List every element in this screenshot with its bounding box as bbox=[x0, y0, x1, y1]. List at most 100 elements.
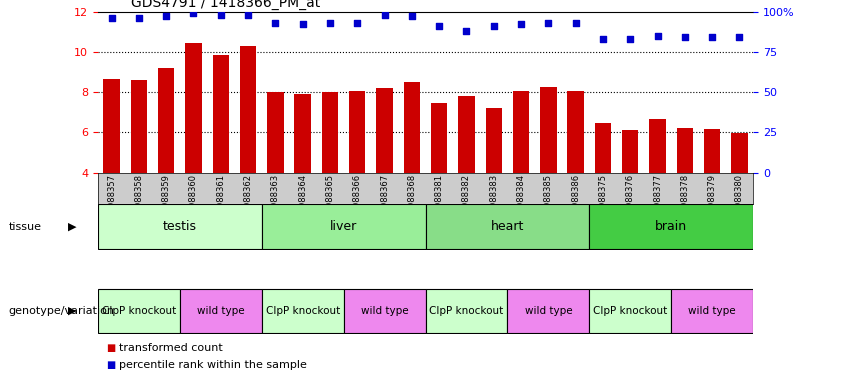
Bar bbox=[431, 103, 448, 173]
Point bbox=[568, 20, 582, 26]
Text: ▶: ▶ bbox=[68, 306, 77, 316]
Bar bbox=[677, 128, 693, 173]
Point bbox=[514, 22, 528, 28]
Point bbox=[241, 12, 254, 18]
Point bbox=[678, 34, 692, 40]
Text: GSM988377: GSM988377 bbox=[653, 174, 662, 225]
Text: ClpP knockout: ClpP knockout bbox=[429, 306, 504, 316]
Text: ClpP knockout: ClpP knockout bbox=[593, 306, 667, 316]
Point bbox=[132, 15, 146, 21]
Bar bbox=[595, 123, 611, 173]
Point bbox=[597, 36, 610, 42]
Bar bbox=[507, 289, 589, 333]
Point bbox=[432, 23, 446, 29]
Text: wild type: wild type bbox=[197, 306, 244, 316]
Text: GSM988359: GSM988359 bbox=[162, 174, 170, 225]
Text: GSM988378: GSM988378 bbox=[681, 174, 689, 225]
Bar bbox=[458, 96, 475, 173]
Point bbox=[105, 15, 118, 21]
Bar bbox=[131, 80, 147, 173]
Bar bbox=[213, 55, 229, 173]
Text: ClpP knockout: ClpP knockout bbox=[101, 306, 176, 316]
Text: percentile rank within the sample: percentile rank within the sample bbox=[119, 360, 307, 370]
Bar bbox=[376, 88, 392, 173]
Bar bbox=[262, 289, 344, 333]
Text: genotype/variation: genotype/variation bbox=[9, 306, 115, 316]
Text: GSM988358: GSM988358 bbox=[134, 174, 143, 225]
Point bbox=[186, 10, 200, 16]
Text: brain: brain bbox=[655, 220, 688, 233]
Text: GSM988366: GSM988366 bbox=[353, 174, 362, 225]
Text: GSM988382: GSM988382 bbox=[462, 174, 471, 225]
Text: GSM988365: GSM988365 bbox=[325, 174, 334, 225]
Text: GSM988385: GSM988385 bbox=[544, 174, 553, 225]
Text: ■: ■ bbox=[106, 343, 116, 353]
Text: GSM988357: GSM988357 bbox=[107, 174, 116, 225]
Bar bbox=[344, 289, 426, 333]
Point bbox=[705, 34, 719, 40]
Text: ▶: ▶ bbox=[68, 222, 77, 232]
Bar bbox=[622, 131, 638, 173]
Point bbox=[214, 12, 227, 18]
Bar bbox=[589, 204, 753, 249]
Text: liver: liver bbox=[330, 220, 357, 233]
Bar bbox=[731, 134, 748, 173]
Point bbox=[460, 28, 473, 34]
Bar bbox=[98, 289, 180, 333]
Text: GSM988379: GSM988379 bbox=[708, 174, 717, 225]
Text: GSM988361: GSM988361 bbox=[216, 174, 226, 225]
Bar bbox=[426, 289, 507, 333]
Point bbox=[269, 20, 283, 26]
Text: GSM988363: GSM988363 bbox=[271, 174, 280, 225]
Text: heart: heart bbox=[491, 220, 524, 233]
Bar bbox=[98, 204, 262, 249]
Text: GSM988364: GSM988364 bbox=[298, 174, 307, 225]
Text: wild type: wild type bbox=[361, 306, 408, 316]
Bar bbox=[589, 289, 671, 333]
Bar bbox=[322, 92, 338, 173]
Bar bbox=[186, 43, 202, 173]
Bar bbox=[426, 204, 589, 249]
Text: GSM988360: GSM988360 bbox=[189, 174, 198, 225]
Text: GSM988375: GSM988375 bbox=[598, 174, 608, 225]
Text: wild type: wild type bbox=[688, 306, 736, 316]
Point bbox=[541, 20, 555, 26]
Point bbox=[296, 22, 310, 28]
Text: ClpP knockout: ClpP knockout bbox=[266, 306, 340, 316]
Text: transformed count: transformed count bbox=[119, 343, 223, 353]
Bar bbox=[103, 79, 120, 173]
Point bbox=[487, 23, 500, 29]
Point bbox=[323, 20, 337, 26]
Text: ■: ■ bbox=[106, 360, 116, 370]
Text: tissue: tissue bbox=[9, 222, 42, 232]
Text: GSM988376: GSM988376 bbox=[625, 174, 635, 225]
Point bbox=[351, 20, 364, 26]
Point bbox=[159, 13, 173, 20]
Point bbox=[651, 33, 665, 39]
Point bbox=[624, 36, 637, 42]
Bar bbox=[486, 108, 502, 173]
Text: GSM988362: GSM988362 bbox=[243, 174, 253, 225]
Bar bbox=[240, 46, 256, 173]
Bar bbox=[262, 204, 426, 249]
Bar bbox=[540, 87, 557, 173]
Bar bbox=[671, 289, 753, 333]
Text: GSM988386: GSM988386 bbox=[571, 174, 580, 225]
Text: GSM988368: GSM988368 bbox=[408, 174, 416, 225]
Text: GDS4791 / 1418366_PM_at: GDS4791 / 1418366_PM_at bbox=[131, 0, 320, 10]
Point bbox=[733, 34, 746, 40]
Bar bbox=[180, 289, 262, 333]
Point bbox=[405, 13, 419, 20]
Bar bbox=[568, 91, 584, 173]
Bar bbox=[267, 92, 283, 173]
Bar bbox=[513, 91, 529, 173]
Bar bbox=[403, 82, 420, 173]
Text: GSM988380: GSM988380 bbox=[735, 174, 744, 225]
Text: wild type: wild type bbox=[524, 306, 572, 316]
Bar bbox=[294, 94, 311, 173]
Text: GSM988381: GSM988381 bbox=[435, 174, 443, 225]
Bar bbox=[704, 129, 720, 173]
Text: testis: testis bbox=[163, 220, 197, 233]
Text: GSM988367: GSM988367 bbox=[380, 174, 389, 225]
Bar bbox=[158, 68, 174, 173]
